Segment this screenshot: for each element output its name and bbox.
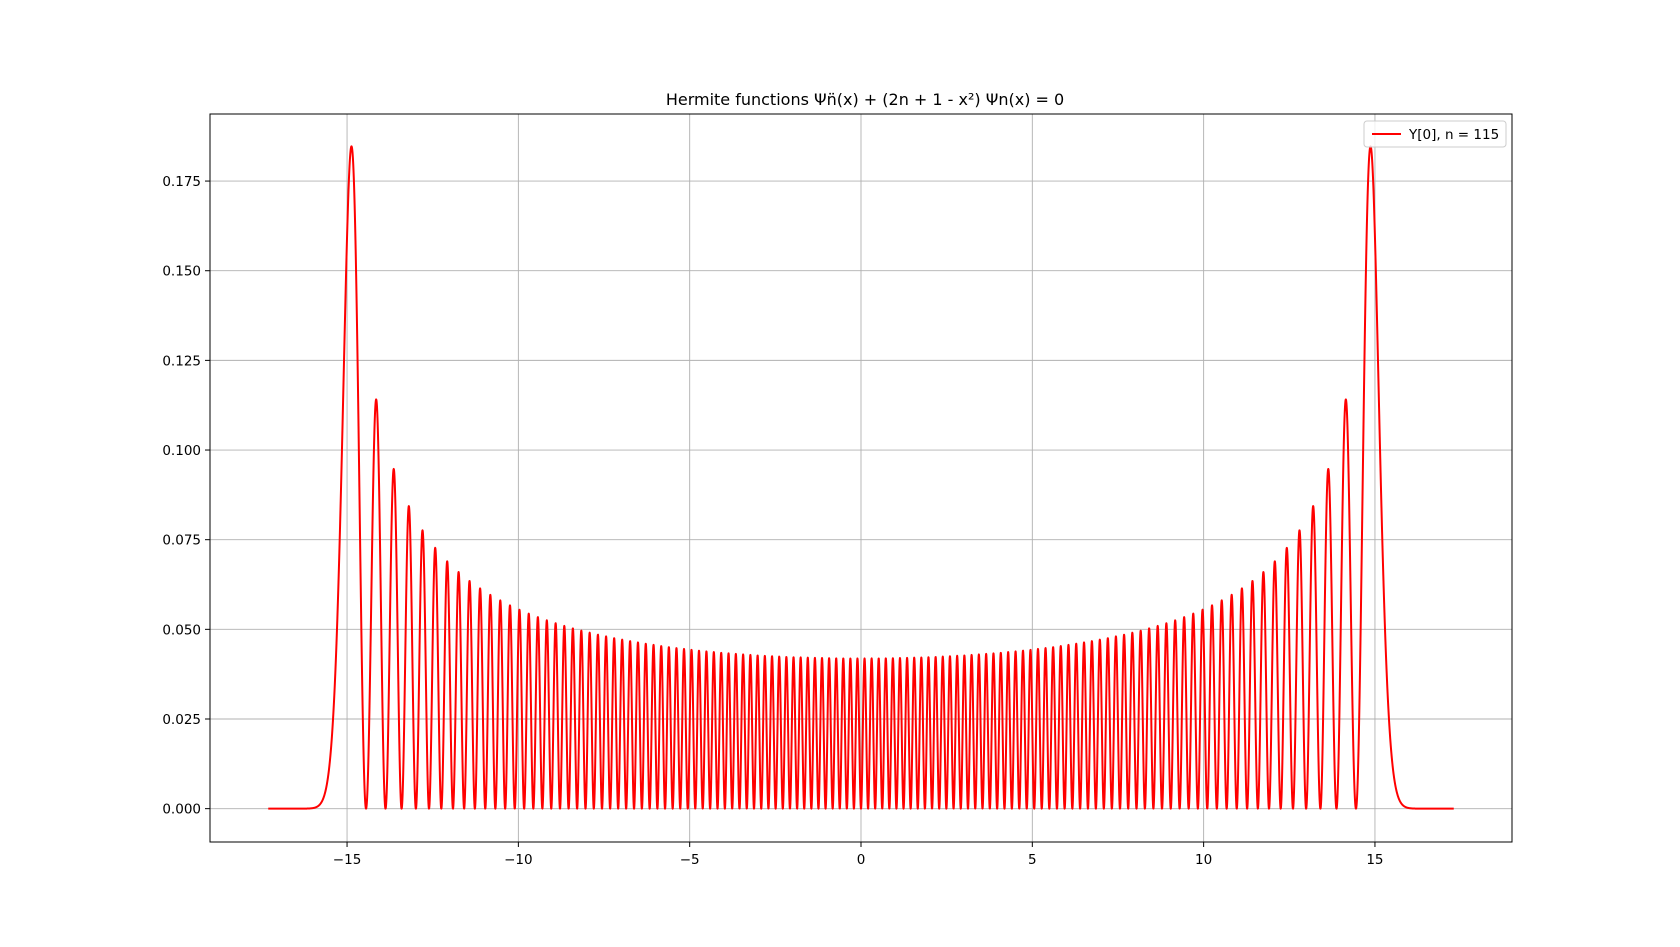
x-tick-label: −15	[333, 852, 362, 868]
y-tick-label: 0.075	[162, 533, 201, 549]
y-tick-label: 0.100	[162, 443, 201, 459]
series-line-hermite	[267, 145, 1455, 810]
legend: Y[0], n = 115	[1363, 120, 1507, 148]
y-tick-label: 0.025	[162, 712, 201, 728]
y-tick-label: 0.150	[162, 264, 201, 280]
y-tick-label: 0.175	[162, 174, 201, 190]
x-tick-label: −5	[680, 852, 700, 868]
y-tick-label: 0.125	[162, 353, 201, 369]
x-axis-ticks: −15 −10 −5 0 5 10 15	[333, 842, 1384, 868]
legend-label: Y[0], n = 115	[1408, 127, 1499, 143]
x-tick-label: −10	[504, 852, 533, 868]
series-line-group	[267, 145, 1455, 810]
x-tick-label: 5	[1028, 852, 1037, 868]
x-tick-label: 0	[857, 852, 866, 868]
y-tick-label: 0.000	[162, 802, 201, 818]
y-axis-ticks: 0.000 0.025 0.050 0.075 0.100 0.125 0.150 0.175	[162, 174, 210, 818]
chart-title: Hermite functions Ψn̈(x) + (2n + 1 - x²)…	[666, 90, 1064, 109]
x-tick-label: 10	[1195, 852, 1212, 868]
x-tick-label: 15	[1366, 852, 1383, 868]
legend-box	[1363, 120, 1507, 148]
y-tick-label: 0.050	[162, 622, 201, 638]
